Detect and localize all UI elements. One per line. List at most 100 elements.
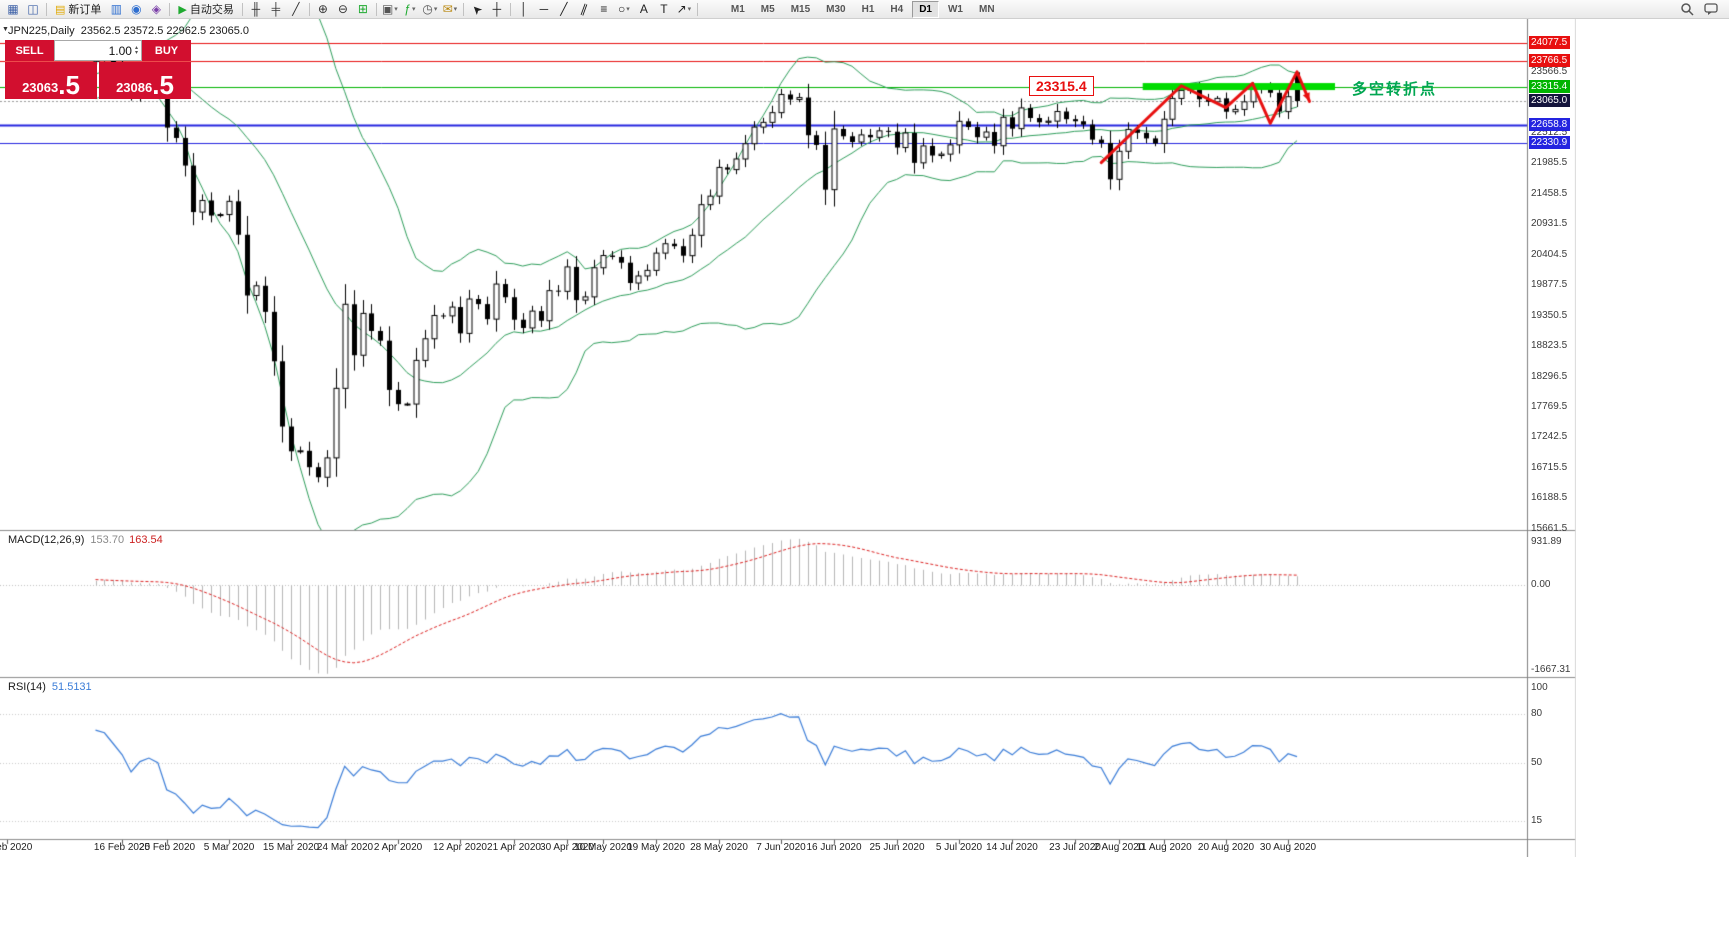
date-label: 6 Feb 2020 xyxy=(0,842,33,853)
one-click-collapse-arrow[interactable]: ▼ xyxy=(2,26,9,33)
timeframe-m5-button[interactable]: M5 xyxy=(760,3,775,15)
toolbar-separator xyxy=(46,2,47,16)
price-grid-label: 17242.5 xyxy=(1531,431,1568,442)
fibonacci-icon[interactable]: ≡ xyxy=(594,1,614,18)
crosshair-icon-glyph: ┼ xyxy=(492,1,502,16)
date-label: 14 Jul 2020 xyxy=(986,842,1038,853)
timeframe-group: M1 M5 M15 M30 H1 H4 D1 W1 MN xyxy=(723,0,1003,18)
date-label: 30 Aug 2020 xyxy=(1259,842,1317,853)
text-label-icon[interactable]: T xyxy=(654,1,674,18)
volume-increase-button[interactable]: ▴ xyxy=(134,44,138,51)
autotrading-button[interactable]: ▶ 自动交易 xyxy=(173,1,238,18)
chart-canvas[interactable] xyxy=(0,19,1576,857)
rsi-indicator-header: RSI(14) 51.5131 xyxy=(8,681,92,693)
new-order-button[interactable]: ▤ 新订单 xyxy=(50,1,106,18)
date-label: 25 Jun 2020 xyxy=(869,842,925,853)
sell-button[interactable]: SELL xyxy=(5,40,54,61)
templates-icon-glyph: ✉ xyxy=(442,1,453,16)
chart-profiles-icon[interactable]: ◫ xyxy=(23,1,43,18)
macd-signal-value: 163.54 xyxy=(129,534,163,546)
price-axis: 23566.523039.522512.521985.521458.520931… xyxy=(1529,19,1576,857)
navigator-icon[interactable]: ◈ xyxy=(146,1,166,18)
timeframe-m15-button[interactable]: M15 xyxy=(790,3,811,15)
zoom-in-icon[interactable]: ⊕ xyxy=(313,1,333,18)
indicators-icon[interactable]: ƒ ▾ xyxy=(400,1,420,18)
text-icon[interactable]: A xyxy=(634,1,654,18)
date-label: 25 Feb 2020 xyxy=(138,842,196,853)
cascade-windows-icon-dropdown-arrow[interactable]: ▾ xyxy=(394,5,398,13)
templates-icon[interactable]: ✉ ▾ xyxy=(440,1,460,18)
macd-label: MACD(12,26,9) xyxy=(8,534,85,546)
buy-price-button[interactable]: 23086.5 xyxy=(99,62,191,99)
templates-icon-dropdown-arrow[interactable]: ▾ xyxy=(453,5,458,13)
date-label: 7 Jun 2020 xyxy=(756,842,806,853)
chat-icon[interactable] xyxy=(1701,1,1721,18)
periods-icon-dropdown-arrow[interactable]: ▾ xyxy=(433,5,438,13)
cursor-icon[interactable]: ➤ xyxy=(467,1,487,18)
search-icon[interactable] xyxy=(1677,1,1697,18)
price-grid-label: 15661.5 xyxy=(1531,523,1568,534)
vertical-line-icon[interactable]: │ xyxy=(514,1,534,18)
new-chart-icon[interactable]: ▦ xyxy=(3,1,23,18)
volume-decrease-button[interactable]: ▾ xyxy=(134,49,138,56)
timeframe-m30-button[interactable]: M30 xyxy=(826,3,846,15)
date-label: 2 Aug 2020 xyxy=(1093,842,1145,853)
date-label: 30 Apr 2020 xyxy=(540,842,594,853)
timeframe-h4-button[interactable]: H4 xyxy=(890,3,904,15)
macd-axis-min: -1667.31 xyxy=(1531,664,1571,675)
rsi-axis-label: 50 xyxy=(1531,757,1543,768)
price-grid-label: 23566.5 xyxy=(1531,66,1568,77)
indicators-icon-dropdown-arrow[interactable]: ▾ xyxy=(411,5,416,13)
timeframe-w1-button[interactable]: W1 xyxy=(947,3,963,15)
date-label: 23 Jul 2020 xyxy=(1049,842,1101,853)
candlestick-chart-icon[interactable]: ╪ xyxy=(266,1,286,18)
volume-input[interactable]: 1.00 ▴ ▾ xyxy=(54,40,142,61)
channel-icon[interactable]: ∥ xyxy=(574,1,594,18)
date-label: 16 Jun 2020 xyxy=(806,842,862,853)
price-callout-annotation[interactable]: 23315.4 xyxy=(1029,76,1094,96)
line-chart-icon-glyph: ╱ xyxy=(292,1,300,16)
timeframe-m1-button[interactable]: M1 xyxy=(730,3,745,15)
shapes-icon-dropdown-arrow[interactable]: ▾ xyxy=(626,5,630,13)
trendline-icon[interactable]: ╱ xyxy=(554,1,574,18)
arrows-icon-dropdown-arrow[interactable]: ▾ xyxy=(687,5,692,13)
bar-chart-icon[interactable]: ╫ xyxy=(246,1,266,18)
text-label-icon-glyph: T xyxy=(660,1,668,16)
macd-main-value: 153.70 xyxy=(90,534,125,546)
shapes-icon[interactable]: ○ ▾ xyxy=(614,1,634,18)
toolbar-separator xyxy=(241,2,243,16)
buy-button[interactable]: BUY xyxy=(142,40,191,61)
arrows-icon[interactable]: ↗ ▾ xyxy=(674,1,694,18)
cascade-windows-icon-glyph: ▣ xyxy=(381,1,394,16)
data-window-icon[interactable]: ◉ xyxy=(126,1,146,18)
zoom-out-icon[interactable]: ⊖ xyxy=(333,1,353,18)
line-chart-icon[interactable]: ╱ xyxy=(286,1,306,18)
autotrading-button-icon: ▶ xyxy=(178,3,187,16)
price-grid-label: 20931.5 xyxy=(1531,218,1568,229)
price-grid-label: 21985.5 xyxy=(1531,157,1568,168)
zoom-out-icon-glyph: ⊖ xyxy=(337,1,348,16)
sell-price-button[interactable]: 23063.5 xyxy=(5,62,97,99)
timeframe-d1-button[interactable]: D1 xyxy=(912,0,939,18)
timeframe-mn-button[interactable]: MN xyxy=(978,3,995,15)
sell-price-main: 23063 xyxy=(22,80,59,95)
crosshair-icon[interactable]: ┼ xyxy=(487,1,507,18)
navigator-icon-glyph: ◈ xyxy=(151,1,162,16)
toolbar-separator xyxy=(375,2,377,16)
periods-icon-glyph: ◷ xyxy=(422,1,433,16)
toolbar: ▦ ◫ ▤ 新订单 ▥ ◉ ◈ ▶ 自动交易 ╫ ╪ ╱ ⊕ ⊖ ⊞ ▣ ▾ ƒ ▾ ◷ ▾ ✉ ▾ ➤ ┼ │ ─ ╱ ∥ ≡ ○ ▾ A T ↗… xyxy=(0,0,1729,19)
timeframe-h1-button[interactable]: H1 xyxy=(861,3,875,15)
cascade-windows-icon[interactable]: ▣ ▾ xyxy=(380,1,400,18)
new-order-button-icon: ▤ xyxy=(55,3,66,16)
market-watch-icon[interactable]: ▥ xyxy=(106,1,126,18)
zoom-in-icon-glyph: ⊕ xyxy=(317,1,328,16)
horizontal-line-icon[interactable]: ─ xyxy=(534,1,554,18)
channel-icon-glyph: ∥ xyxy=(578,0,590,17)
date-label: 5 Jul 2020 xyxy=(935,842,983,853)
periods-icon[interactable]: ◷ ▾ xyxy=(420,1,440,18)
price-grid-label: 18823.5 xyxy=(1531,340,1568,351)
price-grid-label: 16715.5 xyxy=(1531,462,1568,473)
tile-windows-icon[interactable]: ⊞ xyxy=(353,1,373,18)
turning-point-annotation[interactable]: 多空转折点 xyxy=(1352,81,1438,98)
